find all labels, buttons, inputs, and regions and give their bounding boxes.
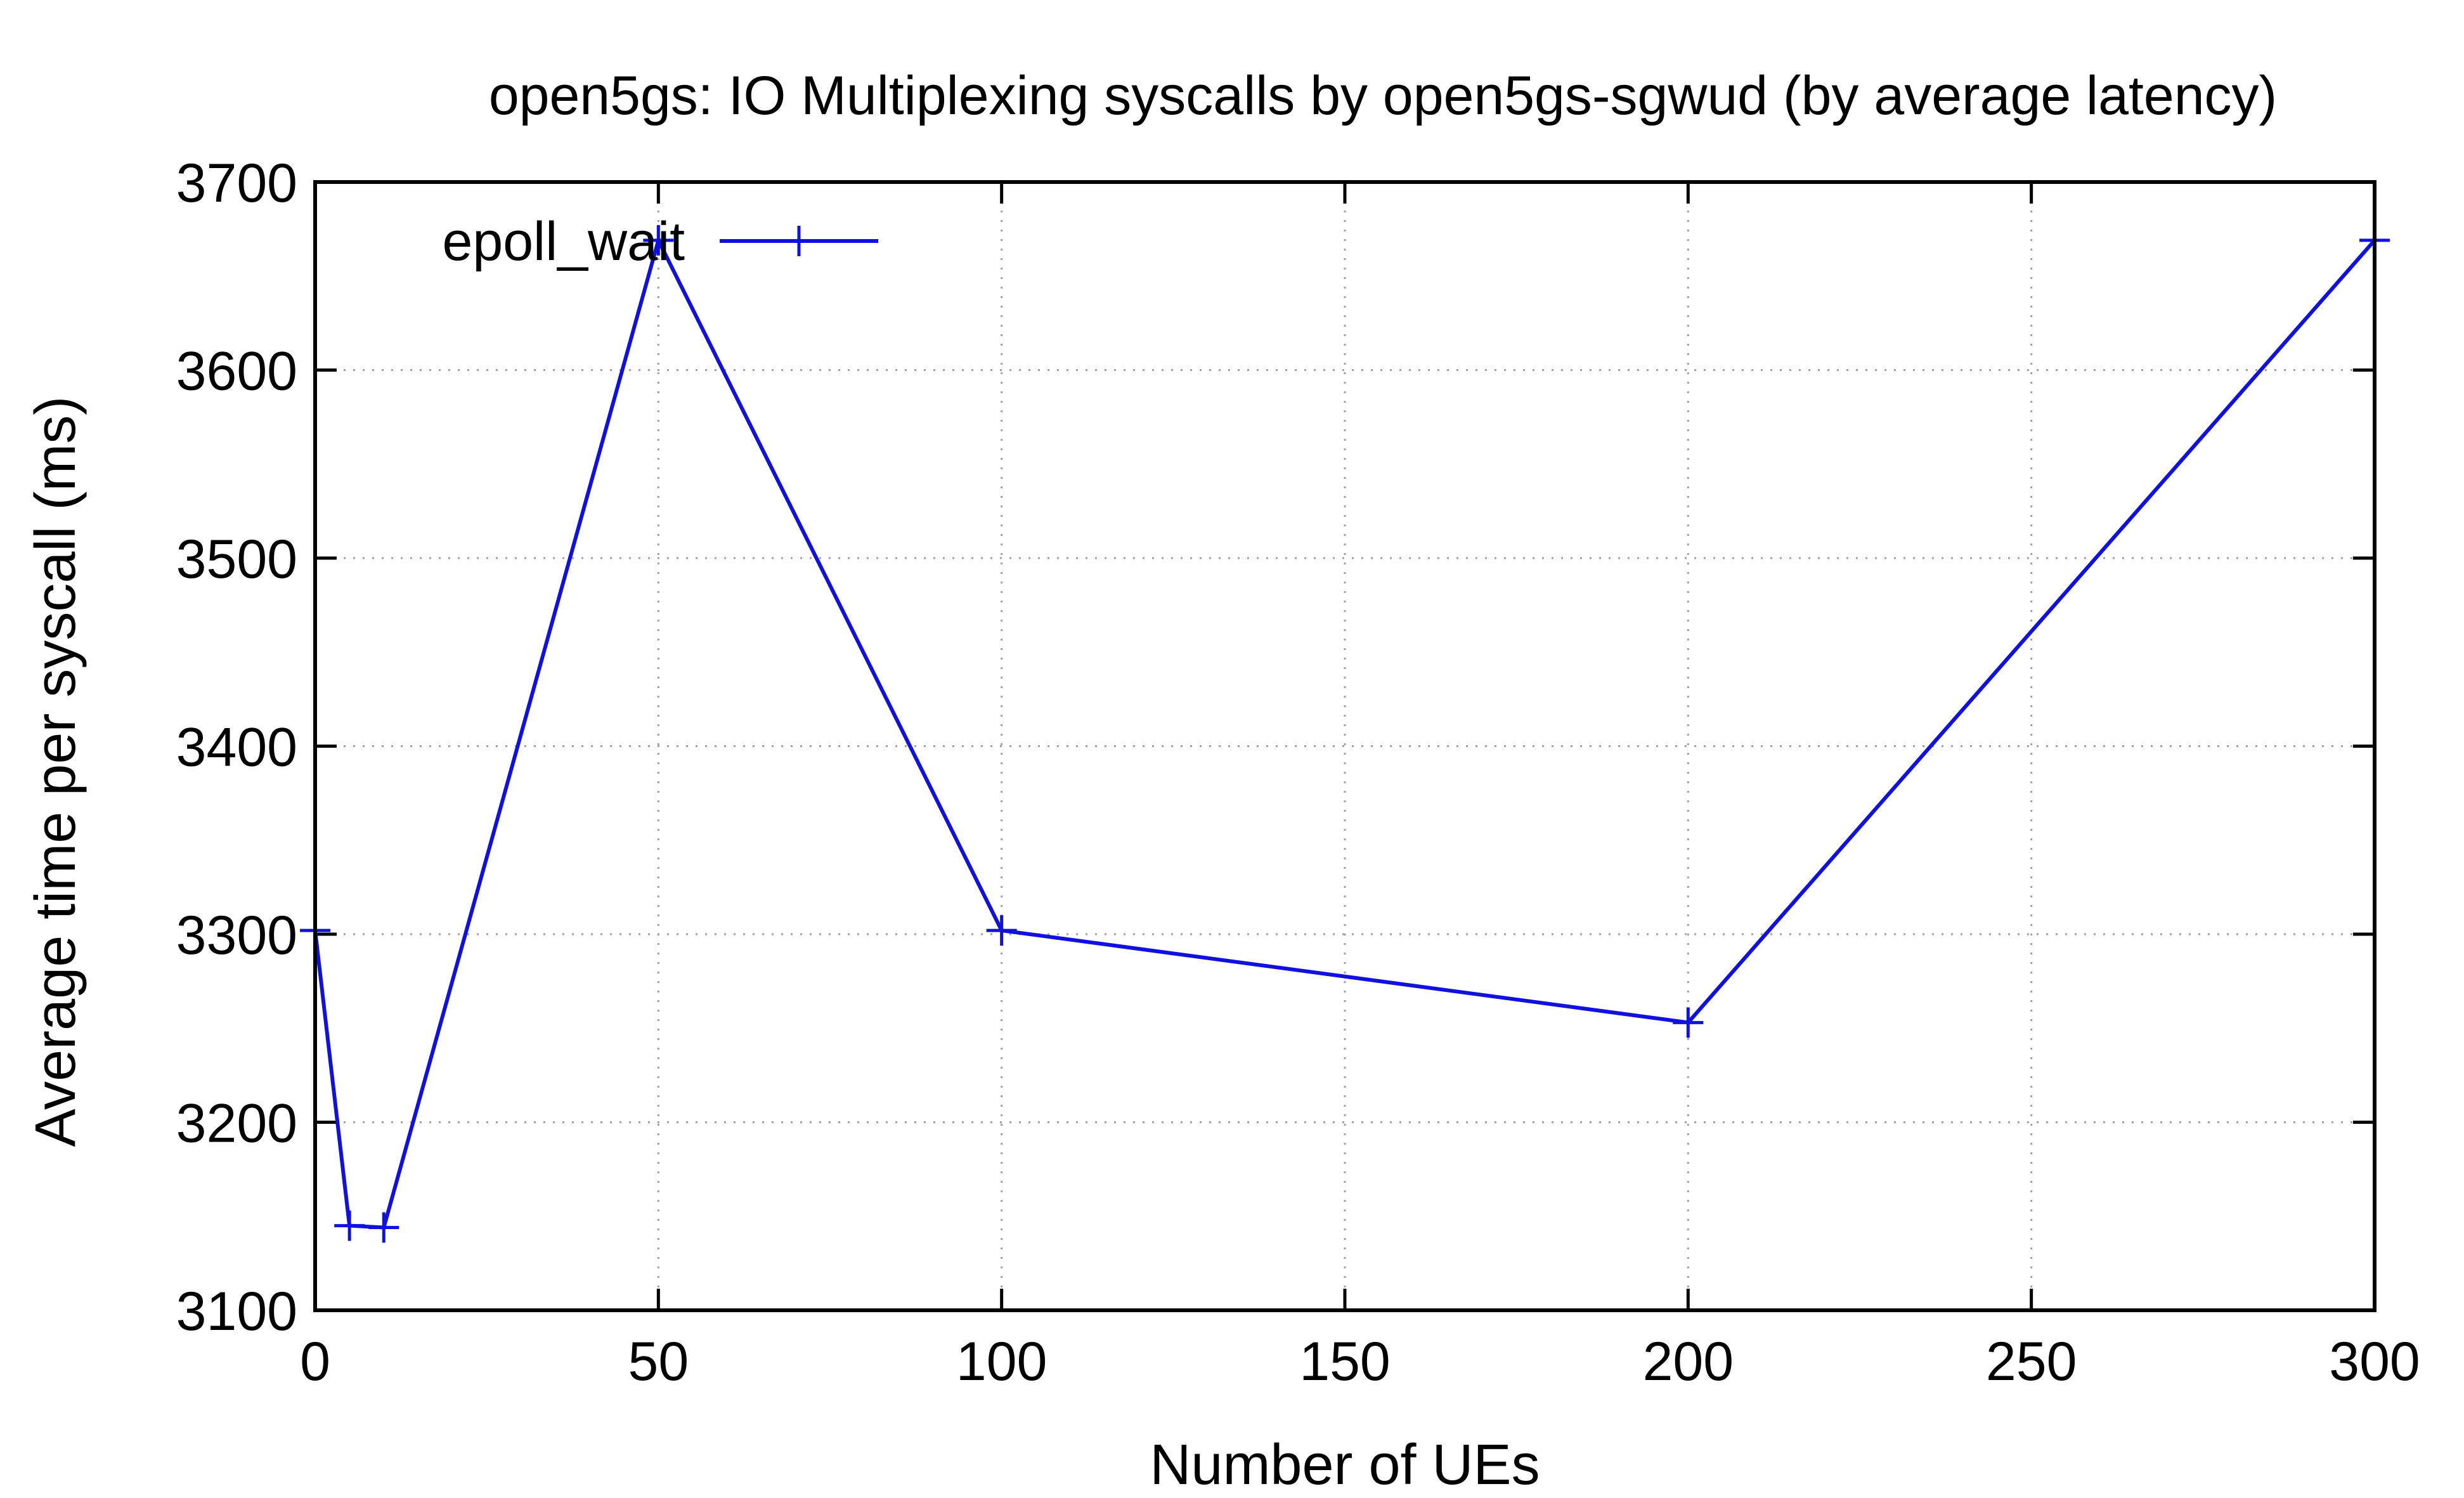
y-tick-label: 3200 [176,1093,297,1154]
legend: epoll_wait [443,211,878,272]
axis-ticks: 0 50 100 150 200 250 300 3100 3200 3300 3400 3500 36… [176,153,2420,1392]
y-tick-label: 3300 [176,905,297,966]
y-tick-label: 3600 [176,341,297,402]
data-point [1673,1007,1704,1038]
y-tick-label: 3700 [176,153,297,214]
chart-title: open5gs: IO Multiplexing syscalls by ope… [489,65,2277,126]
legend-label: epoll_wait [443,211,685,272]
x-tick-label: 250 [1986,1331,2077,1392]
x-axis-label: Number of UEs [1150,1433,1540,1497]
x-tick-label: 50 [628,1331,689,1392]
y-tick-label: 3500 [176,529,297,590]
x-tick-label: 0 [300,1331,330,1392]
x-tick-label: 150 [1299,1331,1391,1392]
x-tick-label: 300 [2329,1331,2420,1392]
data-point [986,915,1017,946]
y-tick-label: 3100 [176,1281,297,1342]
x-tick-label: 200 [1643,1331,1734,1392]
data-point [334,1210,365,1241]
grid [315,182,2375,1310]
y-tick-label: 3400 [176,717,297,778]
y-axis-label: Average time per syscall (ms) [24,396,88,1147]
data-point [643,225,674,256]
x-tick-label: 100 [956,1331,1047,1392]
data-point [368,1212,399,1243]
plot-frame [313,180,2376,1312]
